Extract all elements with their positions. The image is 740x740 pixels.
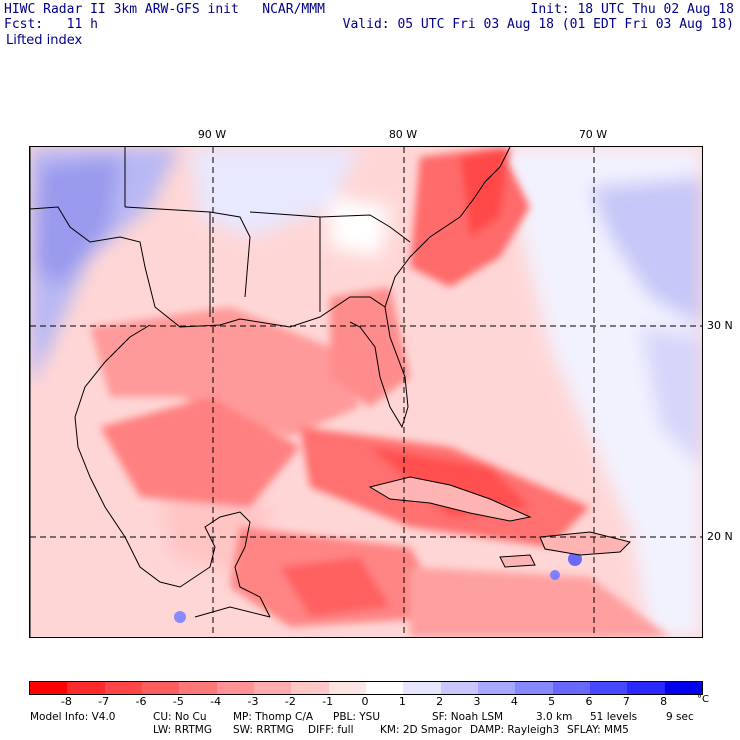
model-info-item: SFLAY: MM5 (567, 724, 629, 736)
blue-spot (568, 552, 582, 566)
colorbar-tick: 3 (473, 695, 481, 708)
lon-label-70w: 70 W (578, 128, 608, 141)
colorbar-tick: 8 (660, 695, 668, 708)
lon-label-80w: 80 W (388, 128, 418, 141)
product-title: HIWC Radar II 3km ARW-GFS init NCAR/MMM (4, 2, 325, 17)
colorbar-swatch (104, 682, 142, 694)
colorbar-tick: -3 (247, 695, 259, 708)
model-info-item: PBL: YSU (333, 711, 381, 723)
colorbar-swatch (67, 682, 105, 694)
model-info-item: KM: 2D Smagor (380, 724, 462, 736)
coastlines (30, 147, 511, 637)
valid-time: Valid: 05 UTC Fri 03 Aug 18 (01 EDT Fri … (342, 17, 734, 32)
colorbar-tick: 2 (436, 695, 444, 708)
lat-label-20n: 20 N (707, 530, 733, 543)
model-info-item: LW: RRTMG (153, 724, 212, 736)
colorbar-tick: 1 (398, 695, 406, 708)
colorbar-tick: -1 (322, 695, 334, 708)
colorbar-swatch (253, 682, 292, 694)
colorbar-swatch (216, 682, 254, 694)
colorbar-tick: -6 (135, 695, 147, 708)
model-info-item: 51 levels (590, 711, 638, 723)
islands (368, 476, 631, 568)
model-info-item: CU: No Cu (153, 711, 207, 723)
colorbar-tick: -2 (284, 695, 296, 708)
colorbar-tick: -7 (98, 695, 110, 708)
colorbar-tick: 4 (510, 695, 518, 708)
colorbar-swatch (179, 682, 217, 694)
colorbar-swatch (440, 682, 478, 694)
model-info-item: 3.0 km (536, 711, 573, 723)
colorbar-tick: 6 (585, 695, 593, 708)
model-info-item: DAMP: Rayleigh3 (470, 724, 560, 736)
colorbar-tick: 7 (622, 695, 630, 708)
colorbar-tick: -8 (60, 695, 72, 708)
colorbar-swatch (664, 682, 702, 694)
colorbar-swatch (328, 682, 366, 694)
colorbar-swatch (403, 682, 441, 694)
colorbar-tick: 5 (548, 695, 556, 708)
colorbar-swatch (365, 682, 404, 694)
lat-label-30n: 30 N (707, 319, 733, 332)
map-canvas (30, 147, 702, 637)
forecast-hour: Fcst: 11 h (4, 17, 98, 32)
model-info-item: SW: RRTMG (233, 724, 294, 736)
lifted-index-map (29, 146, 703, 638)
colorbar-swatch (589, 682, 628, 694)
graticule (30, 147, 702, 637)
lon-label-90w: 90 W (197, 128, 227, 141)
model-info-item: Model Info: V4.0 (30, 711, 116, 723)
colorbar-tick-labels: -8 -7 -6 -5 -4 -3 -2 -1 0 1 2 3 4 5 6 7 8 (29, 695, 701, 709)
field-name: Lifted index (6, 33, 83, 48)
colorbar-swatch (30, 682, 68, 694)
colorbar-unit: °C (697, 694, 709, 705)
colorbar-tick: 0 (361, 695, 369, 708)
colorbar (29, 681, 703, 695)
colorbar-swatch (477, 682, 516, 694)
model-info-item: 9 sec (666, 711, 694, 723)
blue-spot (174, 611, 186, 623)
model-info-item: DIFF: full (308, 724, 354, 736)
colorbar-tick: -4 (210, 695, 222, 708)
model-info-item: MP: Thomp C/A (233, 711, 314, 723)
colorbar-swatch (291, 682, 329, 694)
colorbar-tick: -5 (172, 695, 184, 708)
colorbar-swatch (515, 682, 553, 694)
colorbar-swatch (552, 682, 590, 694)
colorbar-swatch (627, 682, 665, 694)
colorbar-swatch (141, 682, 180, 694)
blue-spot (550, 570, 560, 580)
init-time: Init: 18 UTC Thu 02 Aug 18 (530, 2, 735, 17)
model-info-item: SF: Noah LSM (432, 711, 504, 723)
